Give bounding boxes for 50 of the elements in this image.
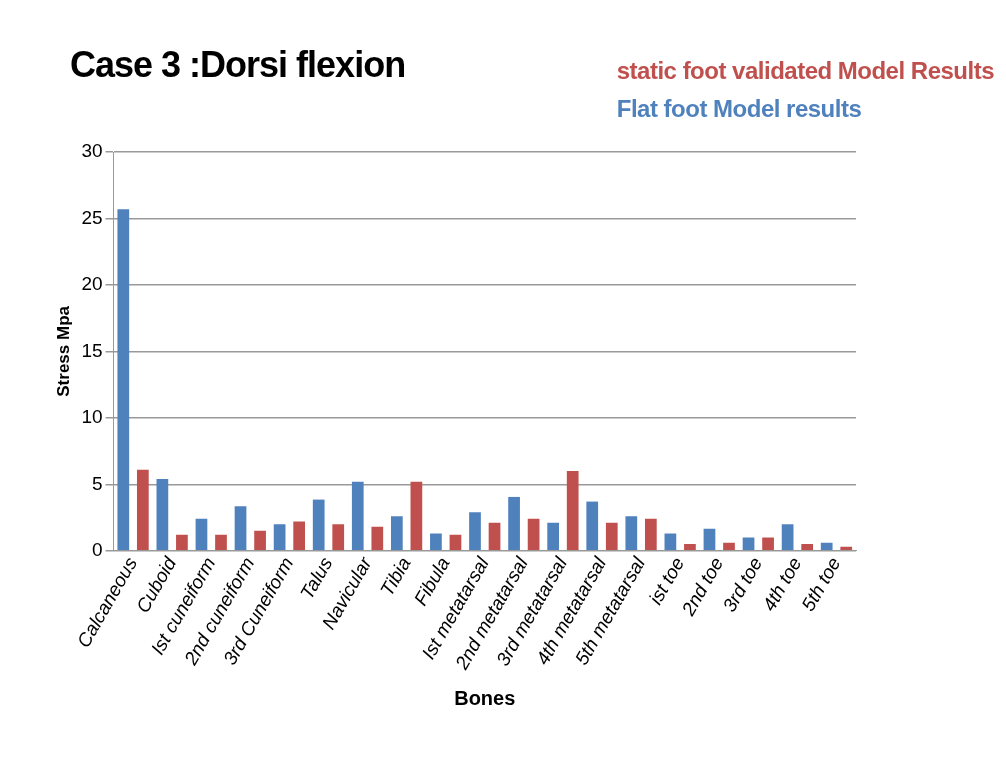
y-axis-title: Stress Mpa — [53, 305, 73, 397]
y-tick-label: 5 — [91, 472, 103, 494]
bar — [234, 506, 247, 551]
y-tick-label: 30 — [81, 140, 103, 162]
bar — [508, 496, 520, 551]
bar — [781, 524, 794, 551]
bar — [195, 518, 208, 551]
bar — [703, 528, 716, 551]
bar — [469, 512, 481, 551]
bar — [254, 530, 266, 551]
text: static foot validated Model Results — [616, 56, 994, 86]
bar — [117, 209, 130, 551]
bar — [527, 518, 540, 551]
chart-title: Case 3 :Dorsi flexion — [70, 44, 406, 86]
bar — [332, 524, 345, 551]
bar — [684, 544, 696, 551]
bar — [312, 499, 325, 551]
text: Flat foot Model results — [616, 94, 863, 124]
bar — [293, 521, 306, 551]
bar — [176, 534, 188, 551]
y-tick-label: 15 — [81, 339, 103, 361]
bar — [820, 542, 833, 551]
bar — [547, 522, 560, 551]
bar — [215, 534, 227, 551]
bar — [762, 537, 774, 551]
bar — [605, 522, 618, 551]
x-axis-title: Bones — [454, 686, 516, 709]
bar — [566, 471, 579, 551]
bar — [586, 501, 599, 551]
bar — [801, 544, 814, 551]
bar — [488, 522, 501, 551]
y-tick-label: 10 — [81, 406, 103, 428]
y-tick-label: 25 — [81, 206, 103, 228]
bar — [742, 537, 755, 551]
y-tick-label: 0 — [91, 538, 103, 560]
bar — [390, 516, 403, 551]
bar — [371, 526, 384, 551]
bar — [840, 546, 853, 551]
bar — [273, 524, 286, 551]
bar — [430, 533, 442, 551]
bar — [625, 516, 638, 551]
bar — [644, 518, 657, 551]
bar — [664, 533, 677, 551]
bar — [449, 534, 462, 551]
bar — [410, 481, 423, 551]
bar — [351, 481, 364, 551]
y-tick-label: 20 — [81, 273, 103, 295]
bar — [723, 542, 735, 551]
bar — [156, 478, 169, 551]
bar — [136, 469, 149, 551]
